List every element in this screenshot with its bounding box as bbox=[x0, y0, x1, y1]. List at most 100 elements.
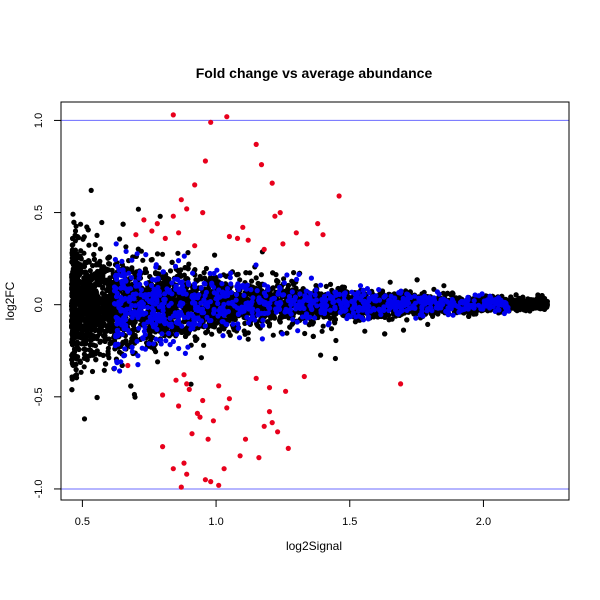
black-point bbox=[179, 329, 185, 335]
black-point bbox=[87, 347, 93, 353]
black-point bbox=[77, 271, 83, 278]
black-point bbox=[107, 341, 113, 347]
black-point bbox=[80, 236, 86, 242]
black-point bbox=[75, 320, 81, 326]
black-point bbox=[198, 276, 204, 282]
black-point bbox=[97, 246, 103, 252]
black-point bbox=[69, 290, 75, 296]
black-point bbox=[124, 342, 130, 348]
black-point bbox=[83, 280, 89, 286]
black-point bbox=[287, 324, 293, 330]
black-point bbox=[203, 265, 209, 272]
black-point bbox=[178, 273, 184, 279]
black-point bbox=[100, 352, 106, 358]
black-point bbox=[253, 275, 259, 281]
black-point bbox=[281, 276, 287, 282]
black-point bbox=[120, 339, 126, 345]
black-point bbox=[245, 336, 251, 342]
black-point bbox=[81, 346, 87, 352]
black-point bbox=[285, 282, 291, 289]
black-point bbox=[318, 352, 324, 358]
black-point bbox=[362, 328, 368, 334]
black-point bbox=[74, 265, 81, 271]
black-point bbox=[81, 250, 87, 256]
black-point bbox=[120, 221, 126, 227]
black-point bbox=[425, 321, 431, 327]
black-point bbox=[169, 259, 175, 265]
black-point bbox=[106, 261, 113, 267]
black-point bbox=[96, 282, 102, 288]
black-point bbox=[70, 285, 76, 291]
black-point bbox=[275, 279, 281, 285]
black-point bbox=[185, 250, 191, 256]
black-point bbox=[249, 278, 255, 284]
black-point bbox=[71, 266, 77, 272]
black-point bbox=[102, 328, 108, 335]
black-point bbox=[445, 290, 451, 296]
black-point bbox=[92, 242, 98, 248]
black-point bbox=[163, 351, 169, 357]
black-point bbox=[155, 359, 161, 365]
black-point bbox=[100, 309, 107, 315]
black-point bbox=[255, 280, 261, 287]
black-point bbox=[258, 272, 264, 278]
black-point bbox=[382, 331, 388, 337]
black-point bbox=[75, 345, 81, 351]
black-point bbox=[123, 244, 129, 250]
black-point bbox=[86, 258, 92, 264]
black-point bbox=[203, 330, 209, 336]
black-point bbox=[72, 232, 78, 238]
black-point bbox=[229, 295, 235, 301]
black-point bbox=[135, 206, 141, 212]
black-point bbox=[201, 342, 207, 348]
black-point bbox=[89, 368, 96, 375]
black-point bbox=[212, 252, 218, 258]
black-point bbox=[270, 270, 276, 276]
black-point bbox=[99, 219, 105, 226]
black-point bbox=[72, 373, 78, 379]
black-point bbox=[270, 332, 276, 338]
black-point bbox=[247, 270, 253, 276]
black-point bbox=[449, 290, 455, 296]
black-point bbox=[92, 351, 98, 357]
black-point bbox=[184, 276, 190, 282]
black-point bbox=[79, 264, 85, 270]
black-point bbox=[185, 266, 191, 272]
black-point bbox=[69, 387, 75, 393]
black-point bbox=[72, 251, 78, 257]
black-point bbox=[284, 330, 290, 336]
black-point bbox=[81, 364, 87, 370]
black-point bbox=[255, 323, 261, 329]
black-point bbox=[319, 328, 325, 334]
black-point bbox=[99, 267, 105, 273]
black-point bbox=[265, 319, 271, 325]
black-point bbox=[86, 242, 92, 248]
black-point bbox=[194, 336, 200, 342]
black-point bbox=[243, 270, 249, 276]
black-point bbox=[188, 381, 194, 387]
black-point bbox=[270, 285, 276, 291]
black-point bbox=[157, 213, 163, 219]
black-point bbox=[81, 416, 88, 422]
black-point bbox=[88, 306, 95, 312]
black-point bbox=[147, 332, 153, 338]
black-point bbox=[386, 317, 392, 323]
black-point bbox=[81, 334, 87, 340]
black-point bbox=[93, 262, 99, 268]
black-point bbox=[138, 248, 144, 254]
black-point bbox=[210, 323, 216, 329]
black-point bbox=[70, 242, 76, 248]
black-point bbox=[88, 311, 95, 317]
black-point bbox=[400, 327, 407, 333]
black-point bbox=[104, 287, 110, 293]
black-point bbox=[71, 219, 77, 225]
black-point bbox=[323, 283, 329, 289]
black-point bbox=[211, 275, 217, 281]
black-point bbox=[70, 362, 76, 368]
black-point bbox=[85, 274, 91, 280]
black-point bbox=[105, 278, 111, 284]
black-point bbox=[320, 323, 326, 329]
black-point bbox=[310, 319, 316, 325]
black-point bbox=[72, 260, 78, 266]
